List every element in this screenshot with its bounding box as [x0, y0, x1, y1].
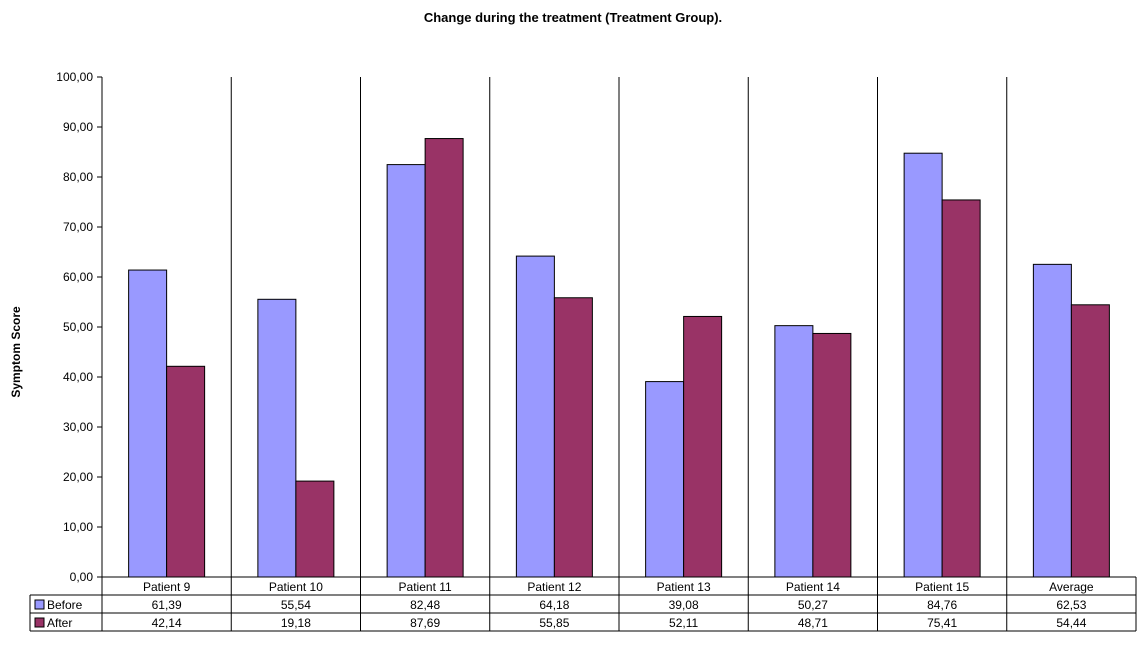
data-label-before: 82,48: [410, 598, 440, 612]
y-tick-label: 60,00: [63, 270, 93, 284]
data-label-before: 55,54: [281, 598, 311, 612]
data-label-after: 54,44: [1056, 616, 1086, 630]
category-separators: [230, 77, 1008, 577]
bars: [128, 138, 1110, 578]
y-tick-label: 80,00: [63, 170, 93, 184]
y-tick-label: 10,00: [63, 520, 93, 534]
bar-after-7: [1070, 304, 1110, 578]
bar-before-1: [257, 298, 297, 578]
category-label: Patient 11: [399, 580, 452, 594]
y-tick-label: 100,00: [56, 70, 93, 84]
data-label-after: 55,85: [539, 616, 569, 630]
category-label: Patient 15: [915, 580, 969, 594]
category-label: Patient 9: [143, 580, 191, 594]
y-tick-label: 50,00: [63, 320, 93, 334]
category-label: Patient 14: [786, 580, 840, 594]
y-axis-label: Symptom Score: [9, 306, 23, 398]
bar-after-2: [424, 138, 464, 578]
bar-before-3: [515, 255, 555, 578]
y-tick-label: 30,00: [63, 420, 93, 434]
data-label-before: 39,08: [669, 598, 699, 612]
bar-after-0: [166, 365, 206, 578]
bar-before-2: [386, 164, 426, 578]
bar-before-7: [1032, 263, 1072, 578]
data-label-after: 48,71: [798, 616, 828, 630]
data-label-after: 19,18: [281, 616, 311, 630]
category-label: Patient 12: [527, 580, 581, 594]
data-label-before: 84,76: [927, 598, 957, 612]
bar-before-6: [903, 152, 943, 578]
data-label-before: 61,39: [152, 598, 182, 612]
legend-swatch-before: [34, 599, 45, 610]
data-label-after: 42,14: [152, 616, 182, 630]
legend-label-before: Before: [47, 598, 83, 612]
legend-label-after: After: [47, 616, 72, 630]
chart-title: Change during the treatment (Treatment G…: [424, 10, 722, 25]
y-tick-label: 70,00: [63, 220, 93, 234]
y-tick-label: 0,00: [70, 570, 94, 584]
bar-after-1: [295, 480, 335, 578]
bar-after-5: [812, 332, 852, 578]
data-label-before: 64,18: [539, 598, 569, 612]
bar-after-6: [941, 199, 981, 578]
data-label-after: 87,69: [410, 616, 440, 630]
data-label-before: 50,27: [798, 598, 828, 612]
category-label: Average: [1049, 580, 1094, 594]
bar-before-5: [774, 325, 814, 578]
legend-swatch-after: [34, 617, 45, 628]
data-label-after: 52,11: [669, 616, 698, 630]
category-label: Patient 10: [269, 580, 323, 594]
bar-after-3: [553, 297, 593, 578]
data-label-before: 62,53: [1056, 598, 1086, 612]
data-label-after: 75,41: [927, 616, 957, 630]
y-tick-label: 90,00: [63, 120, 93, 134]
bar-before-4: [645, 381, 685, 578]
y-tick-label: 20,00: [63, 470, 93, 484]
data-table: Patient 9 Patient 10 Patient 11 Patient 12 P…: [29, 576, 1137, 632]
bar-after-4: [683, 315, 723, 578]
bar-before-0: [128, 269, 168, 578]
category-label: Patient 13: [657, 580, 711, 594]
y-axis-ticks: 0,00 10,00 20,00 30,00 40,00 50,00 60,00 70,00 8…: [56, 70, 102, 584]
y-tick-label: 40,00: [63, 370, 93, 384]
